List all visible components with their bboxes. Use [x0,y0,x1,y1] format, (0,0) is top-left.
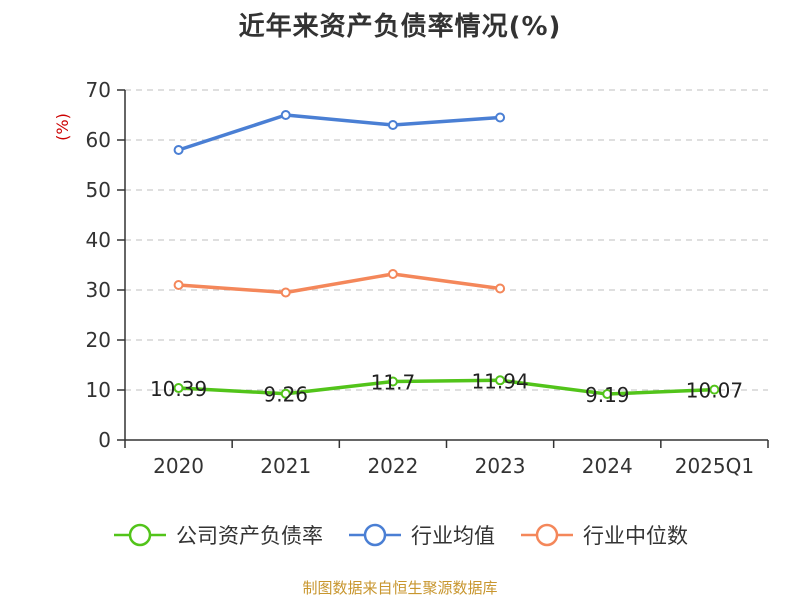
data-labels: 10.39 9.26 11.7 11.94 9.19 10.07 [150,369,743,407]
y-tick-label: 30 [86,278,111,302]
data-label: 9.26 [263,383,308,407]
grid-lines [125,89,768,391]
x-tick-label: 2022 [367,454,418,478]
y-axis-label: (%) [53,113,72,141]
x-tick-label: 2021 [260,454,311,478]
legend-label: 公司资产负债率 [176,524,323,548]
chart-title: 近年来资产负债率情况(%) [238,12,562,42]
data-point [280,287,291,298]
legend-item[interactable]: 公司资产负债率 [112,520,323,550]
x-tick-label: 2020 [153,454,204,478]
data-label: 10.07 [686,379,743,403]
data-point [280,110,291,120]
y-tick-label: 70 [86,78,111,102]
y-tick-label: 40 [86,228,111,252]
data-point [387,120,398,130]
legend-label: 行业中位数 [583,524,688,548]
data-point [602,389,613,400]
data-point [387,269,398,279]
y-tick-label: 20 [86,328,111,352]
series-lines [173,110,720,400]
legend-marker-icon [521,523,573,547]
data-point [495,375,506,386]
series-line [176,378,717,396]
data-point [709,384,720,395]
y-tick-label: 10 [86,378,111,402]
data-label: 11.94 [471,369,528,393]
y-tick-label: 60 [86,128,111,152]
data-point [173,383,184,394]
legend-marker-icon [349,523,401,547]
x-tick-label: 2024 [582,454,633,478]
x-tick-label: 2023 [475,454,526,478]
legend-item[interactable]: 行业中位数 [519,520,688,550]
y-tick-label: 0 [98,428,111,452]
legend-label: 行业均值 [411,524,495,548]
data-point [173,280,184,290]
axes: 0 10 20 30 40 50 60 70 2020 2021 2022 2023 2024 2025Q… [86,78,769,478]
source-note: 制图数据来自恒生聚源数据库 [302,579,498,597]
data-label: 10.39 [150,377,207,401]
series-line [176,113,502,152]
data-label: 9.19 [585,383,630,407]
x-tick-label: 2025Q1 [675,454,754,478]
data-point [495,112,506,123]
legend-marker-icon [114,523,166,547]
y-tick-label: 50 [86,178,111,202]
data-point [173,145,184,155]
data-point [387,376,398,387]
legend-item[interactable]: 行业均值 [347,520,495,550]
data-label: 11.7 [371,371,416,395]
legend: 公司资产负债率 行业均值 行业中位数 [0,520,800,550]
series-line [176,272,502,295]
data-point [280,388,291,399]
data-point [495,283,506,294]
